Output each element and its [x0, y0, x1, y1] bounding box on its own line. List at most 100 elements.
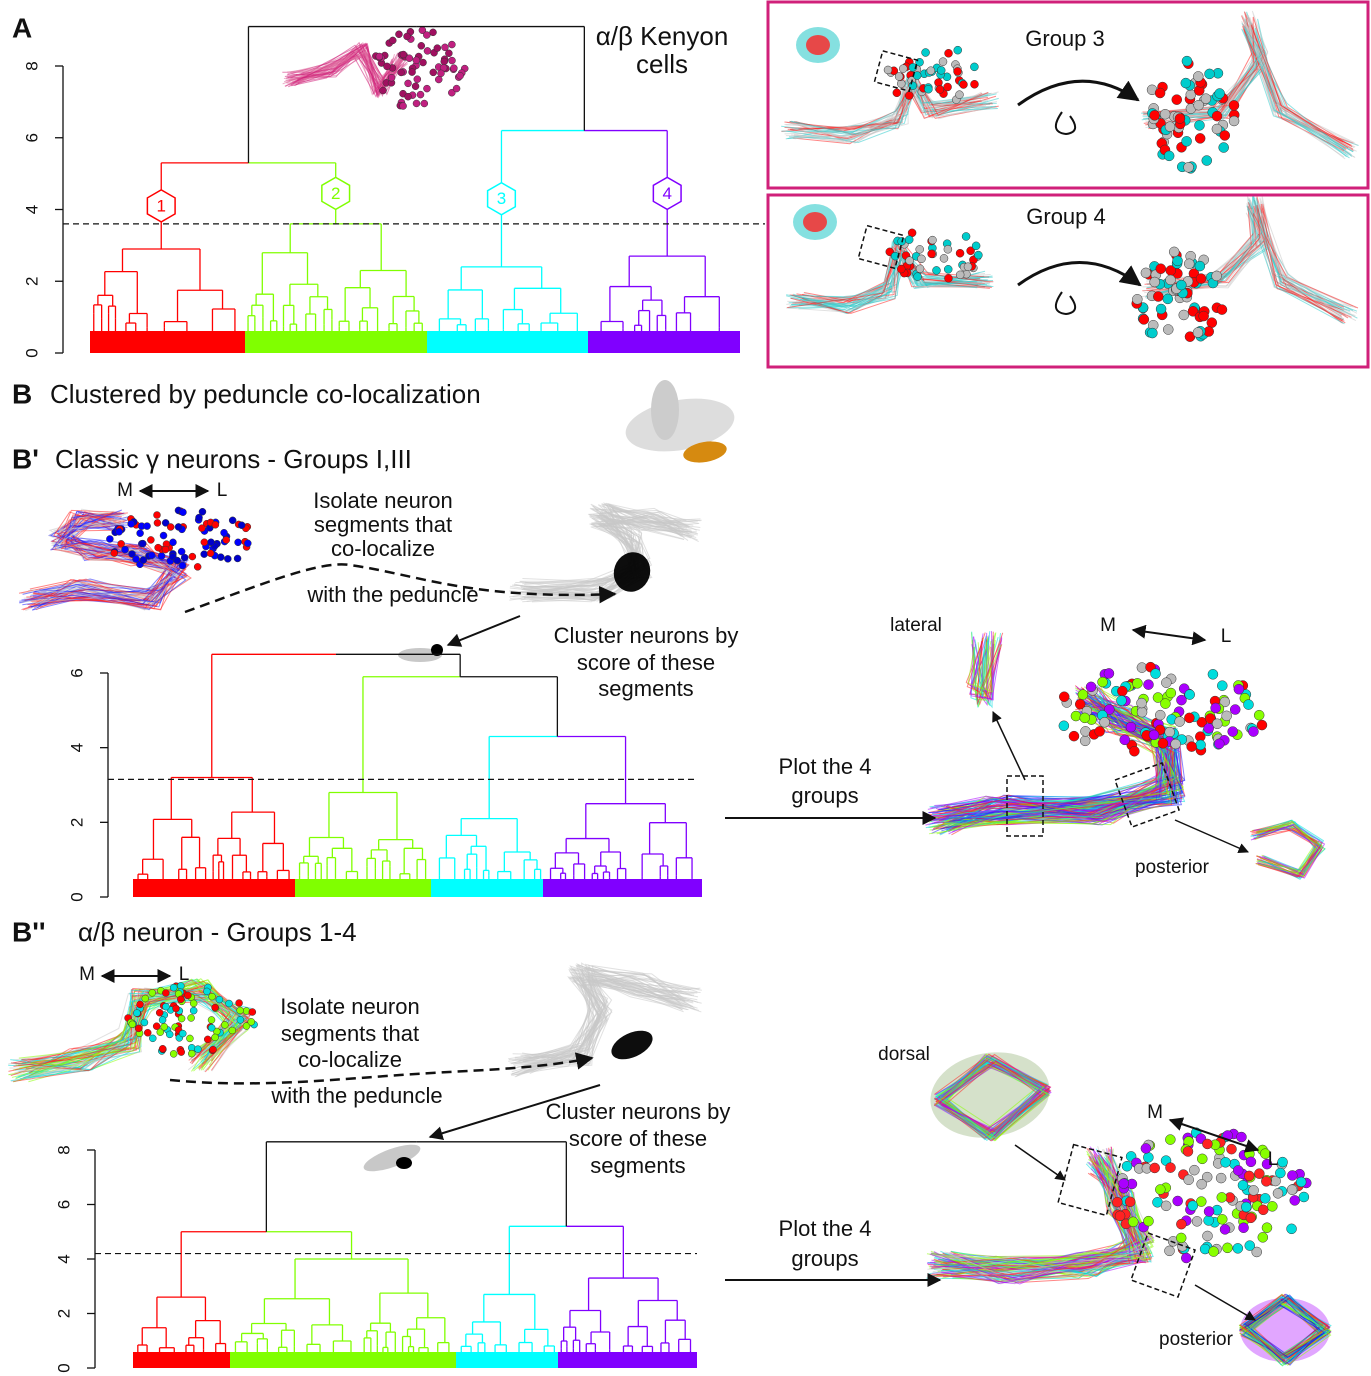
soma	[137, 1001, 144, 1008]
soma	[423, 32, 430, 39]
soma	[1119, 1179, 1129, 1189]
soma	[158, 552, 165, 559]
soma	[1204, 723, 1214, 733]
soma	[916, 245, 924, 253]
soma	[450, 65, 457, 72]
soma	[974, 251, 982, 259]
soma	[1171, 739, 1181, 749]
soma	[162, 990, 169, 997]
soma	[1217, 1192, 1227, 1202]
soma	[221, 1021, 228, 1028]
soma	[1126, 722, 1136, 732]
soma	[1166, 688, 1176, 698]
soma	[1100, 717, 1110, 727]
soma	[893, 89, 901, 97]
inset-title: Group 4	[1026, 204, 1106, 229]
soma	[1207, 318, 1217, 328]
neuron-mass	[361, 1139, 424, 1176]
step-text: segments that	[281, 1021, 419, 1046]
soma	[155, 544, 162, 551]
soma	[435, 76, 442, 83]
step-text: segments	[598, 676, 693, 701]
soma	[388, 74, 395, 81]
soma	[235, 539, 242, 546]
soma	[1299, 1192, 1309, 1202]
soma	[161, 1023, 168, 1030]
soma	[1059, 721, 1069, 731]
view-label: M	[1100, 615, 1116, 636]
soma	[234, 555, 241, 562]
soma	[135, 1025, 142, 1032]
y-tick-label: 2	[67, 818, 86, 827]
soma	[959, 81, 967, 89]
panel-label: B'	[12, 443, 39, 474]
soma	[1184, 162, 1194, 172]
y-tick-label: 2	[22, 277, 41, 286]
soma	[1165, 1135, 1175, 1145]
soma	[147, 536, 154, 543]
soma	[1153, 292, 1163, 302]
soma	[212, 1034, 219, 1041]
soma	[905, 236, 913, 244]
soma	[201, 539, 208, 546]
leaf-block	[431, 879, 543, 897]
soma	[389, 37, 396, 44]
soma	[173, 1005, 180, 1012]
soma	[133, 1010, 140, 1017]
soma	[1086, 682, 1096, 692]
soma	[1160, 699, 1170, 709]
soma	[457, 72, 464, 79]
soma	[209, 993, 216, 1000]
soma	[1212, 271, 1222, 281]
soma	[204, 1036, 211, 1043]
soma	[156, 1009, 163, 1016]
soma	[1216, 1173, 1226, 1183]
soma	[1117, 686, 1127, 696]
rotate-icon	[1056, 112, 1075, 134]
soma	[207, 550, 214, 557]
soma	[1202, 1231, 1212, 1241]
soma	[445, 50, 452, 57]
soma	[927, 67, 935, 75]
arrow	[1018, 263, 1140, 286]
leaf-block	[558, 1352, 697, 1368]
soma	[221, 529, 228, 536]
soma	[1141, 1143, 1151, 1153]
soma	[1243, 700, 1253, 710]
step-text: Cluster neurons by	[546, 1099, 731, 1124]
soma	[944, 265, 952, 273]
soma	[418, 42, 425, 49]
soma	[932, 266, 940, 274]
soma	[954, 67, 962, 75]
soma	[149, 1035, 156, 1042]
soma	[940, 254, 948, 262]
soma	[177, 996, 184, 1003]
soma	[448, 41, 455, 48]
soma	[208, 539, 215, 546]
soma	[196, 514, 203, 521]
soma	[955, 91, 963, 99]
y-tick-label: 0	[22, 348, 41, 357]
soma	[412, 83, 419, 90]
soma	[1208, 669, 1218, 679]
soma	[179, 509, 186, 516]
soma	[936, 86, 944, 94]
soma	[178, 1049, 185, 1056]
neuron-mass	[803, 212, 827, 232]
view-label: posterior	[1135, 857, 1210, 878]
soma	[1217, 681, 1227, 691]
soma	[1166, 275, 1176, 285]
soma	[1176, 280, 1186, 290]
soma	[1143, 1216, 1153, 1226]
step-text: Cluster neurons by	[554, 623, 739, 648]
soma	[1104, 668, 1114, 678]
soma	[1169, 247, 1179, 257]
soma	[1165, 122, 1175, 132]
panel-title: α/β Kenyon	[596, 21, 729, 51]
soma	[1151, 669, 1161, 679]
soma	[1205, 69, 1215, 79]
arrow	[1175, 820, 1248, 852]
soma	[1244, 1171, 1254, 1181]
soma	[1175, 717, 1185, 727]
soma	[162, 1003, 169, 1010]
